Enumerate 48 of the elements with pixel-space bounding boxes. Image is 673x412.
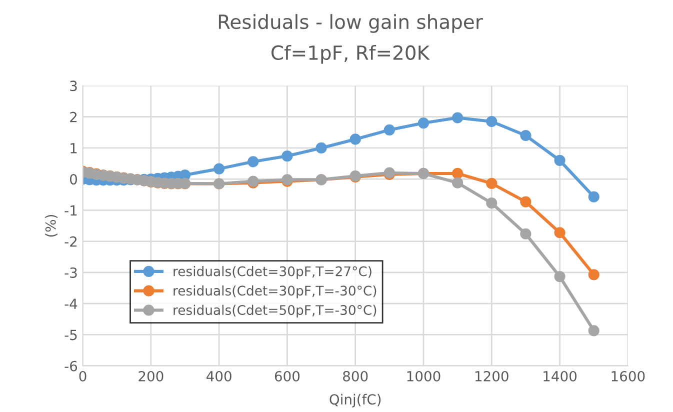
- x-tick-label: 1400: [544, 370, 577, 382]
- y-tick-label: -4: [64, 298, 78, 309]
- point: [520, 228, 532, 240]
- x-tick-label: 1600: [612, 370, 645, 382]
- point: [486, 178, 498, 189]
- point: [316, 142, 327, 154]
- y-tick-label: -3: [64, 267, 77, 278]
- x-axis-title: Qinj(fC): [330, 394, 381, 408]
- point: [452, 168, 464, 180]
- point: [520, 130, 532, 142]
- point: [248, 156, 259, 168]
- x-tick-label: 400: [206, 370, 232, 382]
- x-tick-label: 0: [79, 370, 86, 382]
- x-tick-label: 1200: [475, 370, 508, 382]
- point: [214, 163, 225, 174]
- point: [452, 112, 464, 124]
- y-tick-label: -1: [64, 205, 77, 216]
- y-tick-label: 0: [70, 174, 77, 185]
- point: [486, 197, 498, 209]
- y-tick-label: -5: [64, 330, 77, 340]
- y-tick-label: 3: [70, 80, 77, 92]
- point: [554, 227, 566, 238]
- y-tick-label: -6: [64, 360, 78, 372]
- point: [520, 196, 532, 208]
- point: [588, 325, 600, 336]
- chart-subtitle: Cf=1pF, Rf=20K: [271, 44, 430, 64]
- point: [486, 116, 498, 128]
- point: [554, 154, 566, 166]
- y-tick-label: 2: [70, 112, 77, 122]
- x-tick-label: 1000: [407, 370, 440, 382]
- point: [554, 270, 566, 282]
- chart-title: Residuals - low gain shaper: [218, 14, 483, 33]
- x-tick-label: 800: [343, 370, 368, 382]
- point: [588, 191, 600, 202]
- point: [282, 150, 293, 162]
- x-tick-label: 600: [274, 370, 300, 382]
- point: [384, 124, 395, 136]
- legend-label: residuals(Cdet=30pF,T=-30°C): [174, 285, 376, 298]
- legend-label: residuals(Cdet=30pF,T=27°C): [174, 266, 372, 279]
- y-tick-label: -2: [64, 236, 77, 247]
- legend-label: residuals(Cdet=50pF,T=-30°C): [174, 304, 376, 318]
- point: [350, 134, 361, 145]
- point: [418, 117, 430, 129]
- point: [588, 269, 600, 280]
- x-tick-label: 200: [138, 370, 164, 382]
- point: [452, 177, 464, 188]
- y-axis-title: (%): [45, 214, 58, 237]
- y-tick-label: 1: [70, 143, 77, 154]
